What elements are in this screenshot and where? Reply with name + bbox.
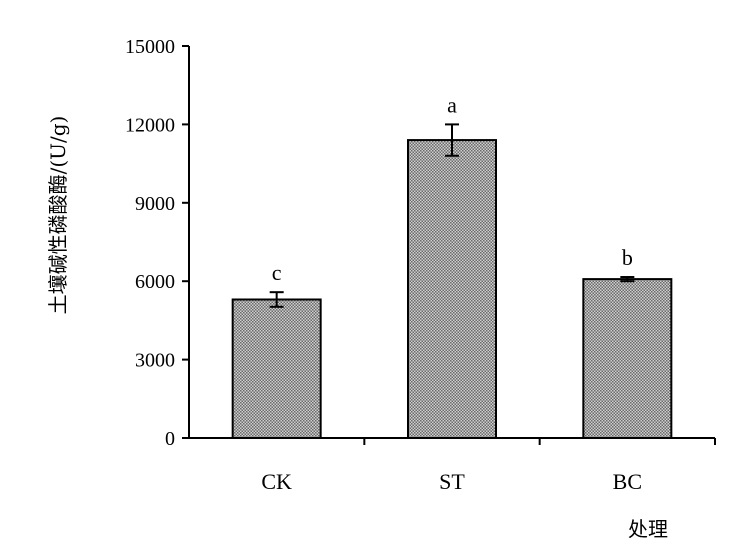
significance-label-ck: c <box>272 260 282 285</box>
y-tick-label: 12000 <box>125 114 175 136</box>
y-tick-label: 6000 <box>135 271 175 293</box>
bar-bc <box>582 278 673 440</box>
error-bar-st <box>445 123 459 157</box>
x-axis-title: 处理 <box>628 517 668 541</box>
y-tick-label: 0 <box>165 428 175 450</box>
y-axis-title: 土壤碱性磷酸酶/(U/g) <box>46 116 70 315</box>
x-tick-label-ck: CK <box>261 469 292 494</box>
bar-ck <box>231 298 322 440</box>
bar-st <box>407 139 497 440</box>
y-tick-label: 9000 <box>135 193 175 215</box>
error-bar-bc <box>620 276 635 283</box>
x-tick-label-bc: BC <box>613 469 642 494</box>
y-tick-label: 15000 <box>125 36 175 58</box>
plot-area: c a b <box>231 92 673 440</box>
axes: CK ST BC 0 3000 6000 9000 12000 15000 <box>125 36 716 494</box>
error-bar-ck <box>269 291 284 308</box>
significance-label-st: a <box>447 92 457 117</box>
x-tick-label-st: ST <box>439 469 465 494</box>
y-tick-label: 3000 <box>135 350 175 372</box>
significance-label-bc: b <box>622 245 633 270</box>
